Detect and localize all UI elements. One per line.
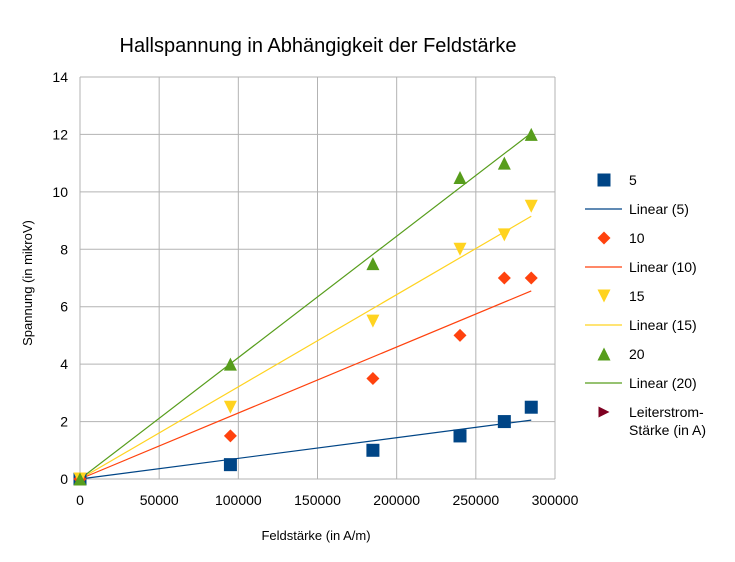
data-point-series-10 <box>223 429 237 443</box>
grid <box>79 76 556 480</box>
x-tick-label: 200000 <box>373 492 420 508</box>
legend-marker-swatch <box>597 347 611 361</box>
legend-label: Linear (15) <box>629 317 697 333</box>
trendline-20 <box>79 132 532 480</box>
x-tick-label: 50000 <box>140 492 179 508</box>
data-point-series-5 <box>366 443 380 457</box>
y-tick-label: 0 <box>60 471 68 487</box>
y-tick-label: 10 <box>52 184 68 200</box>
y-tick-label: 12 <box>52 126 68 142</box>
data-point-series-20 <box>73 472 87 486</box>
y-tick-label: 14 <box>52 69 68 85</box>
legend-item: Linear (5) <box>585 201 689 217</box>
data-point-series-10 <box>366 372 380 385</box>
legend-marker-swatch <box>598 406 610 418</box>
legend-item: Linear (10) <box>585 259 697 275</box>
x-tick-label: 100000 <box>215 492 262 508</box>
legend-label: 5 <box>629 172 637 188</box>
legend-label: Linear (10) <box>629 259 697 275</box>
x-tick-label: 150000 <box>294 492 341 508</box>
data-point-series-20 <box>497 156 511 170</box>
x-tick-label: 250000 <box>452 492 499 508</box>
legend-label: 15 <box>629 288 645 304</box>
data-point-series-15 <box>453 242 467 256</box>
legend-marker-swatch <box>597 231 611 245</box>
legend-label: 10 <box>629 230 645 246</box>
legend-item: 20 <box>597 346 645 362</box>
y-axis-label: Spannung (in mikroV) <box>20 220 35 346</box>
y-tick-label: 6 <box>60 299 68 315</box>
y-tick-label: 8 <box>60 241 68 257</box>
legend-item: Linear (20) <box>585 375 697 391</box>
legend: 5 Linear (5) 10 Linear (10) 15 Linear (15) 20 L… <box>585 172 706 438</box>
x-axis-label: Feldstärke (in A/m) <box>261 528 370 543</box>
legend-label: Linear (20) <box>629 375 697 391</box>
legend-item: 15 <box>597 288 645 304</box>
data-point-series-5 <box>524 400 538 414</box>
y-tick-label: 4 <box>60 356 68 372</box>
data-point-series-10 <box>524 271 538 285</box>
data-point-series-10 <box>497 271 511 285</box>
data-point-series-15 <box>366 314 380 328</box>
legend-label: Leiterstrom-Stärke (in A) <box>629 404 706 438</box>
data-point-series-15 <box>497 228 511 242</box>
legend-item: 10 <box>597 230 645 246</box>
data-point-series-5 <box>223 458 237 472</box>
data-point-series-5 <box>453 429 467 443</box>
legend-label: Linear (5) <box>629 201 689 217</box>
chart-title: Hallspannung in Abhängigkeit der Feldstä… <box>120 35 517 57</box>
data-point-series-20 <box>453 171 467 184</box>
legend-item: Linear (15) <box>585 317 697 333</box>
trendline-10 <box>79 290 532 480</box>
data-point-series-10 <box>453 328 467 342</box>
data-point-series-15 <box>524 199 538 213</box>
data-points <box>73 127 538 486</box>
legend-label: 20 <box>629 346 645 362</box>
data-point-series-20 <box>223 357 237 371</box>
legend-item: Leiterstrom-Stärke (in A) <box>598 404 706 438</box>
x-tick-label: 300000 <box>532 492 579 508</box>
legend-item: 5 <box>597 172 637 188</box>
y-tick-label: 2 <box>60 414 68 430</box>
data-point-series-20 <box>366 257 380 271</box>
legend-marker-swatch <box>597 289 611 303</box>
x-tick-label: 0 <box>76 492 84 508</box>
legend-marker-swatch <box>597 173 611 187</box>
data-point-series-20 <box>524 127 538 141</box>
data-point-series-15 <box>223 400 237 414</box>
tick-labels: 0 2 4 6 8 10 12 14 0 50000 100000 150000 200000 25000… <box>52 69 578 508</box>
data-point-series-5 <box>497 415 511 429</box>
trendline-15 <box>79 215 532 480</box>
